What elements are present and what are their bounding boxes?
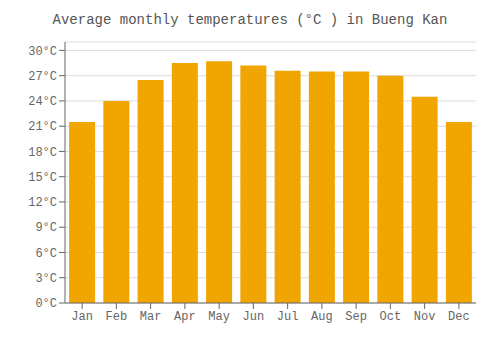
svg-text:Sep: Sep [345,310,367,324]
svg-text:27°C: 27°C [28,70,57,84]
svg-text:Jun: Jun [243,310,265,324]
svg-text:9°C: 9°C [35,221,57,235]
svg-text:Dec: Dec [448,310,470,324]
svg-text:Mar: Mar [140,310,162,324]
svg-text:30°C: 30°C [28,45,57,59]
svg-text:3°C: 3°C [35,272,57,286]
svg-text:18°C: 18°C [28,146,57,160]
svg-text:15°C: 15°C [28,171,57,185]
svg-text:Nov: Nov [414,310,436,324]
svg-text:Feb: Feb [106,310,128,324]
svg-text:Aug: Aug [311,310,333,324]
svg-text:Jan: Jan [71,310,93,324]
svg-text:Jul: Jul [277,310,299,324]
svg-text:Oct: Oct [380,310,402,324]
svg-text:0°C: 0°C [35,297,57,311]
svg-text:24°C: 24°C [28,95,57,109]
svg-text:12°C: 12°C [28,196,57,210]
html-text:Average monthly temperatures (: Average monthly temperatures (°C ) in Bu… [52,12,448,28]
svg-text:May: May [208,310,230,324]
svg-text:Apr: Apr [174,310,196,324]
svg-text:6°C: 6°C [35,247,57,261]
svg-text:21°C: 21°C [28,120,57,134]
